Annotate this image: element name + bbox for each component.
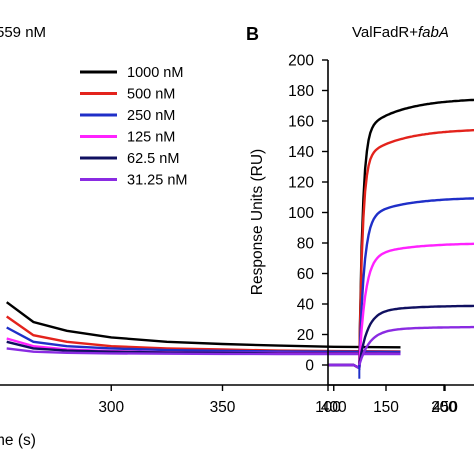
panel-b-title-prefix: ValFadR+ bbox=[352, 24, 418, 41]
panel-a-series-line-1 bbox=[5, 301, 401, 349]
panel-b-x-ticks: 100 150 200 bbox=[315, 385, 457, 416]
panel-a-series-group bbox=[5, 301, 401, 356]
panel-b-x-tick-label: 150 bbox=[373, 399, 399, 416]
panel-b-series-line-2 bbox=[328, 129, 474, 371]
panel-a-series-line-6 bbox=[6, 347, 401, 356]
panel-a-x-axis-label: me (s) bbox=[0, 432, 36, 449]
panel-b-y-tick-label: 0 bbox=[305, 358, 314, 375]
panel-b-title: ValFadR+fabA bbox=[352, 24, 449, 41]
panel-b-y-tick-label: 120 bbox=[288, 175, 314, 192]
legend-label-3: 250 nM bbox=[127, 108, 175, 124]
panel-b-y-tick-label: 200 bbox=[288, 53, 314, 70]
panel-a-x-ticks: 300 350 400 450 bbox=[98, 385, 458, 416]
panel-b-title-italic: fabA bbox=[418, 24, 449, 41]
panel-b-x-tick-label: 200 bbox=[431, 399, 457, 416]
panel-b-y-tick-label: 80 bbox=[297, 236, 315, 253]
panel-b-y-tick-label: 160 bbox=[288, 114, 314, 131]
panel-a-title: 559 nM bbox=[0, 24, 46, 41]
panel-b-series-line-1 bbox=[328, 98, 474, 371]
panel-b-y-ticks: 0 20 40 60 80 100 120 140 160 180 200 bbox=[288, 53, 328, 375]
panel-a-legend: 1000 nM 500 nM 250 nM 125 nM 62.5 nM 31.25 nM bbox=[80, 65, 187, 189]
panel-b-series-group bbox=[328, 98, 474, 379]
panel-b-y-tick-label: 100 bbox=[288, 205, 314, 222]
panel-a-x-tick-label: 400 bbox=[321, 399, 347, 416]
panel-b-letter: B bbox=[246, 24, 259, 44]
legend-label-6: 31.25 nM bbox=[127, 173, 187, 189]
panel-b-series-line-4 bbox=[328, 242, 474, 371]
legend-label-2: 500 nM bbox=[127, 87, 175, 103]
panel-a-x-tick-label: 450 bbox=[432, 399, 458, 416]
panel-b-series-line-6 bbox=[328, 325, 474, 370]
panel-b-series-line-5 bbox=[328, 304, 474, 371]
panel-a-x-tick-label: 350 bbox=[210, 399, 236, 416]
panel-b-y-tick-label: 140 bbox=[288, 144, 314, 161]
legend-label-1: 1000 nM bbox=[127, 65, 183, 81]
panel-a-x-tick-label: 300 bbox=[98, 399, 124, 416]
panel-b-y-tick-label: 40 bbox=[297, 297, 315, 314]
panel-b-y-tick-label: 60 bbox=[297, 266, 315, 283]
legend-label-5: 62.5 nM bbox=[127, 151, 179, 167]
panel-b-y-axis-label: Response Units (RU) bbox=[249, 149, 266, 295]
panel-a-series-line-3 bbox=[6, 326, 401, 354]
panel-b-y-tick-label: 180 bbox=[288, 83, 314, 100]
panel-b-x-tick-label: 100 bbox=[315, 399, 341, 416]
legend-label-4: 125 nM bbox=[127, 130, 175, 146]
panel-b-y-tick-label: 20 bbox=[297, 327, 315, 344]
panel-b-series-line-3 bbox=[328, 197, 474, 371]
panel-b: B ValFadR+fabA 0 20 40 60 80 100 120 140 160 180 2… bbox=[246, 24, 474, 416]
